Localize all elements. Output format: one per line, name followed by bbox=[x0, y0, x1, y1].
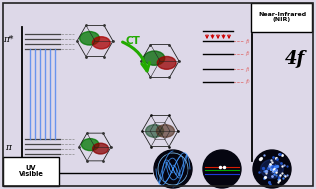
Text: CT: CT bbox=[126, 36, 141, 46]
Text: UV
Visible: UV Visible bbox=[19, 164, 43, 177]
Ellipse shape bbox=[261, 160, 283, 178]
Circle shape bbox=[253, 150, 291, 188]
Text: f₁: f₁ bbox=[245, 67, 250, 71]
Ellipse shape bbox=[82, 139, 99, 151]
Ellipse shape bbox=[157, 57, 176, 69]
FancyBboxPatch shape bbox=[3, 156, 59, 185]
Ellipse shape bbox=[80, 32, 100, 45]
Ellipse shape bbox=[144, 51, 165, 65]
Text: 4f: 4f bbox=[285, 50, 305, 68]
Text: π*: π* bbox=[3, 35, 13, 43]
Ellipse shape bbox=[93, 143, 108, 154]
FancyBboxPatch shape bbox=[252, 2, 313, 32]
Ellipse shape bbox=[156, 125, 174, 137]
Text: f₀: f₀ bbox=[245, 80, 250, 84]
Ellipse shape bbox=[146, 125, 164, 137]
Text: Near-Infrared
(NIR): Near-Infrared (NIR) bbox=[258, 12, 306, 22]
Ellipse shape bbox=[92, 37, 110, 49]
Text: f₃: f₃ bbox=[245, 39, 250, 43]
Circle shape bbox=[203, 150, 241, 188]
Circle shape bbox=[154, 150, 192, 188]
Text: f₂: f₂ bbox=[245, 51, 250, 57]
Text: π: π bbox=[5, 143, 11, 152]
